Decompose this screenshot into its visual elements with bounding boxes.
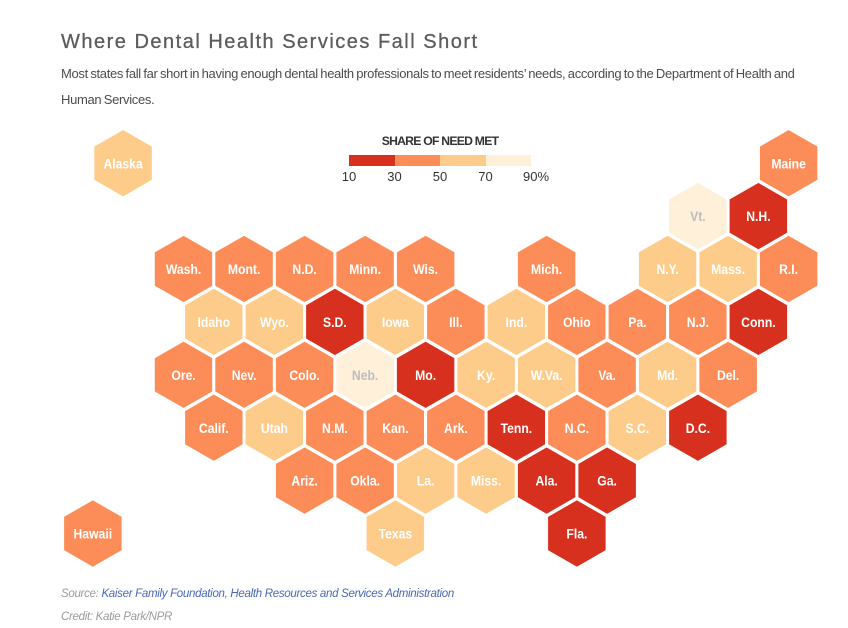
- svg-text:N.D.: N.D.: [292, 261, 316, 277]
- svg-text:Ala.: Ala.: [535, 473, 557, 489]
- svg-text:Miss.: Miss.: [471, 473, 502, 489]
- svg-text:Ohio: Ohio: [563, 314, 591, 330]
- svg-text:W.Va.: W.Va.: [531, 367, 563, 383]
- svg-text:Fla.: Fla.: [566, 526, 587, 542]
- svg-text:Ill.: Ill.: [449, 314, 463, 330]
- svg-text:Iowa: Iowa: [382, 314, 409, 330]
- svg-text:Texas: Texas: [379, 526, 413, 542]
- svg-text:Wyo.: Wyo.: [260, 314, 289, 330]
- svg-text:Mass.: Mass.: [711, 261, 745, 277]
- svg-text:Ky.: Ky.: [477, 367, 495, 383]
- svg-text:Conn.: Conn.: [741, 314, 776, 330]
- svg-text:Mich.: Mich.: [531, 261, 562, 277]
- svg-text:N.H.: N.H.: [746, 208, 770, 224]
- svg-text:Ariz.: Ariz.: [291, 473, 317, 489]
- svg-text:Ind.: Ind.: [506, 314, 528, 330]
- svg-text:Ga.: Ga.: [597, 473, 617, 489]
- svg-text:Wash.: Wash.: [166, 261, 201, 277]
- svg-text:Va.: Va.: [598, 367, 616, 383]
- svg-text:N.J.: N.J.: [687, 314, 709, 330]
- svg-text:Okla.: Okla.: [350, 473, 380, 489]
- svg-text:Hawaii: Hawaii: [74, 526, 113, 542]
- svg-text:N.C.: N.C.: [565, 420, 589, 436]
- svg-text:Vt.: Vt.: [690, 208, 706, 224]
- svg-text:Nev.: Nev.: [232, 367, 257, 383]
- svg-text:Idaho: Idaho: [198, 314, 231, 330]
- svg-text:Calif.: Calif.: [199, 420, 229, 436]
- svg-text:Wis.: Wis.: [413, 261, 438, 277]
- svg-text:N.Y.: N.Y.: [656, 261, 678, 277]
- svg-text:Ore.: Ore.: [171, 367, 195, 383]
- svg-text:Minn.: Minn.: [349, 261, 381, 277]
- svg-text:Md.: Md.: [657, 367, 678, 383]
- svg-text:Del.: Del.: [717, 367, 739, 383]
- svg-text:Utah: Utah: [261, 420, 288, 436]
- svg-text:Colo.: Colo.: [289, 367, 319, 383]
- svg-text:Ark.: Ark.: [444, 420, 468, 436]
- svg-text:S.C.: S.C.: [626, 420, 650, 436]
- svg-text:N.M.: N.M.: [322, 420, 348, 436]
- svg-text:R.I.: R.I.: [779, 261, 798, 277]
- svg-text:La.: La.: [417, 473, 435, 489]
- svg-text:Maine: Maine: [771, 155, 806, 171]
- svg-text:Pa.: Pa.: [628, 314, 646, 330]
- svg-text:S.D.: S.D.: [323, 314, 347, 330]
- svg-text:Mont.: Mont.: [228, 261, 261, 277]
- svg-text:D.C.: D.C.: [686, 420, 710, 436]
- svg-text:Mo.: Mo.: [415, 367, 436, 383]
- svg-text:Kan.: Kan.: [382, 420, 408, 436]
- svg-text:Alaska: Alaska: [103, 155, 142, 171]
- svg-text:Tenn.: Tenn.: [501, 420, 533, 436]
- svg-text:Neb.: Neb.: [352, 367, 378, 383]
